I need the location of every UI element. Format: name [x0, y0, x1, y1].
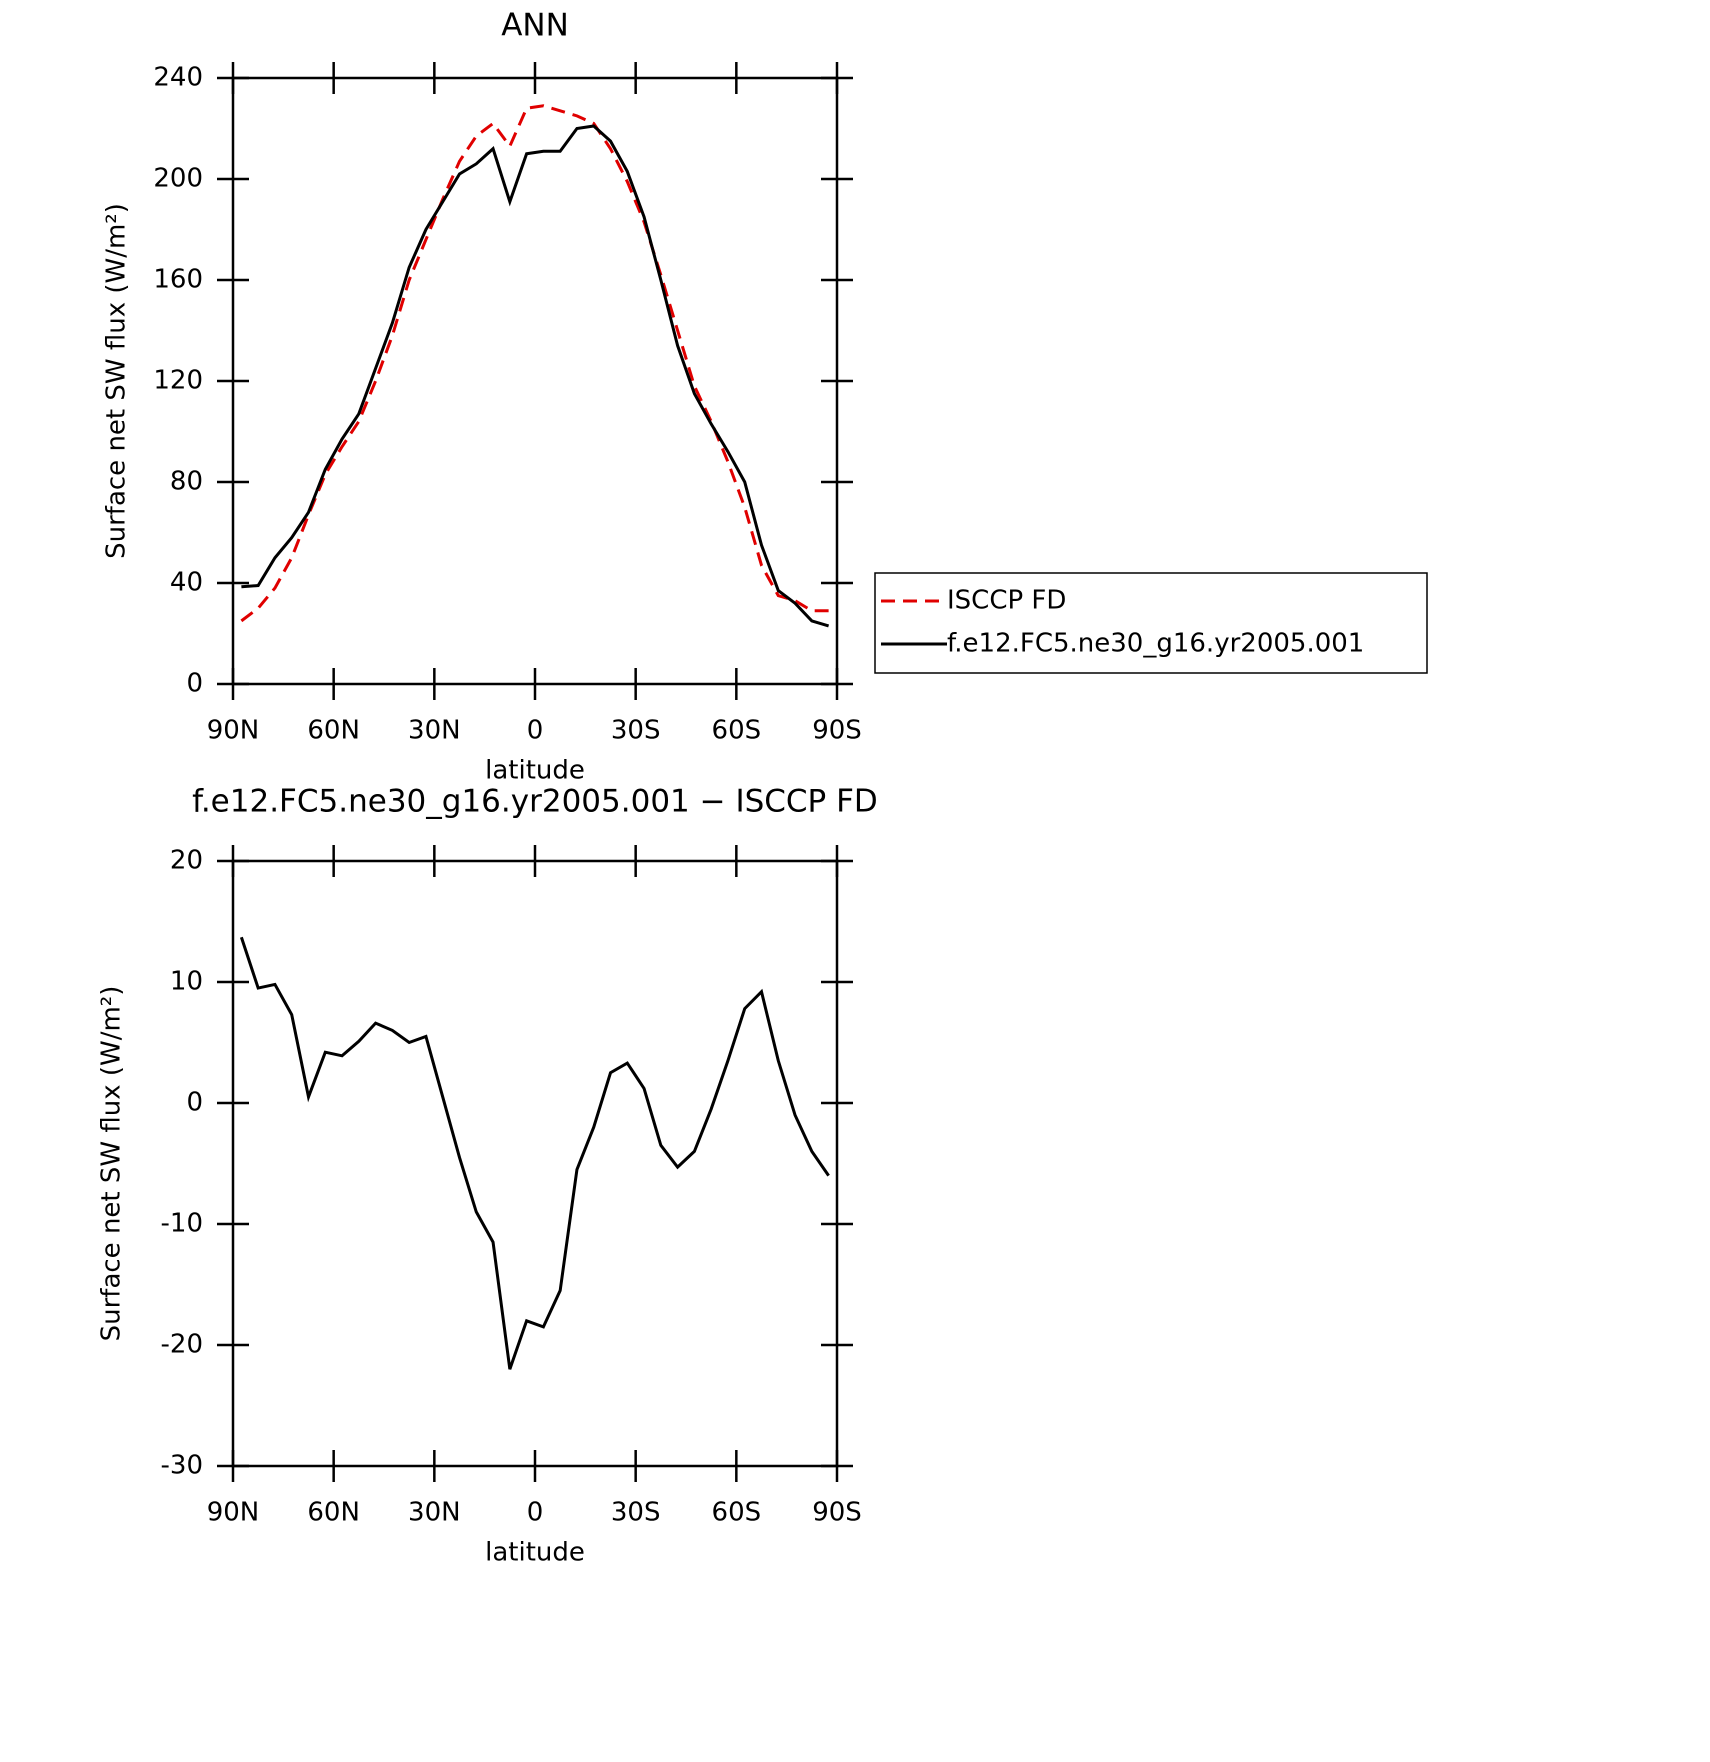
legend-label: ISCCP FD [947, 586, 1066, 616]
y-tick-label: 120 [153, 366, 203, 396]
x-tick-label: 30N [408, 1498, 461, 1528]
y-tick-label: -20 [161, 1330, 203, 1360]
y-tick-label: 80 [170, 467, 203, 497]
x-tick-label: 30S [611, 1498, 661, 1528]
y-axis-label: Surface net SW flux (W/m²) [97, 986, 127, 1342]
x-tick-label: 60S [712, 716, 762, 746]
chart-title: ANN [501, 8, 569, 44]
y-tick-label: 160 [153, 265, 203, 295]
x-tick-label: 30S [611, 716, 661, 746]
x-tick-label: 60S [712, 1498, 762, 1528]
y-tick-label: 0 [186, 1088, 203, 1118]
y-tick-label: 10 [170, 967, 203, 997]
plot-frame [231, 76, 839, 686]
x-tick-label: 30N [408, 716, 461, 746]
data-line [239, 936, 830, 1370]
x-tick-label: 90S [812, 716, 862, 746]
data-line [240, 104, 829, 623]
y-tick-label: 240 [153, 63, 203, 93]
x-tick-label: 90S [812, 1498, 862, 1528]
x-tick-label: 60N [307, 1498, 360, 1528]
x-tick-label: 90N [207, 1498, 260, 1528]
y-axis-label: Surface net SW flux (W/m²) [102, 203, 132, 559]
x-axis-label: latitude [485, 756, 585, 786]
plot-frame [231, 859, 839, 1468]
x-tick-label: 60N [307, 716, 360, 746]
legend-label: f.e12.FC5.ne30_g16.yr2005.001 [947, 629, 1364, 659]
data-line [241, 124, 830, 628]
x-tick-label: 0 [527, 1498, 544, 1528]
x-tick-label: 90N [207, 716, 260, 746]
y-tick-label: 40 [170, 568, 203, 598]
y-tick-label: 0 [186, 669, 203, 699]
chart-title: f.e12.FC5.ne30_g16.yr2005.001 − ISCCP FD [192, 784, 878, 820]
x-axis-label: latitude [485, 1538, 585, 1568]
y-tick-label: 200 [153, 164, 203, 194]
x-tick-label: 0 [527, 716, 544, 746]
y-tick-label: 20 [170, 846, 203, 876]
y-tick-label: -10 [161, 1209, 203, 1239]
y-tick-label: -30 [161, 1451, 203, 1481]
legend-box [874, 572, 1428, 674]
